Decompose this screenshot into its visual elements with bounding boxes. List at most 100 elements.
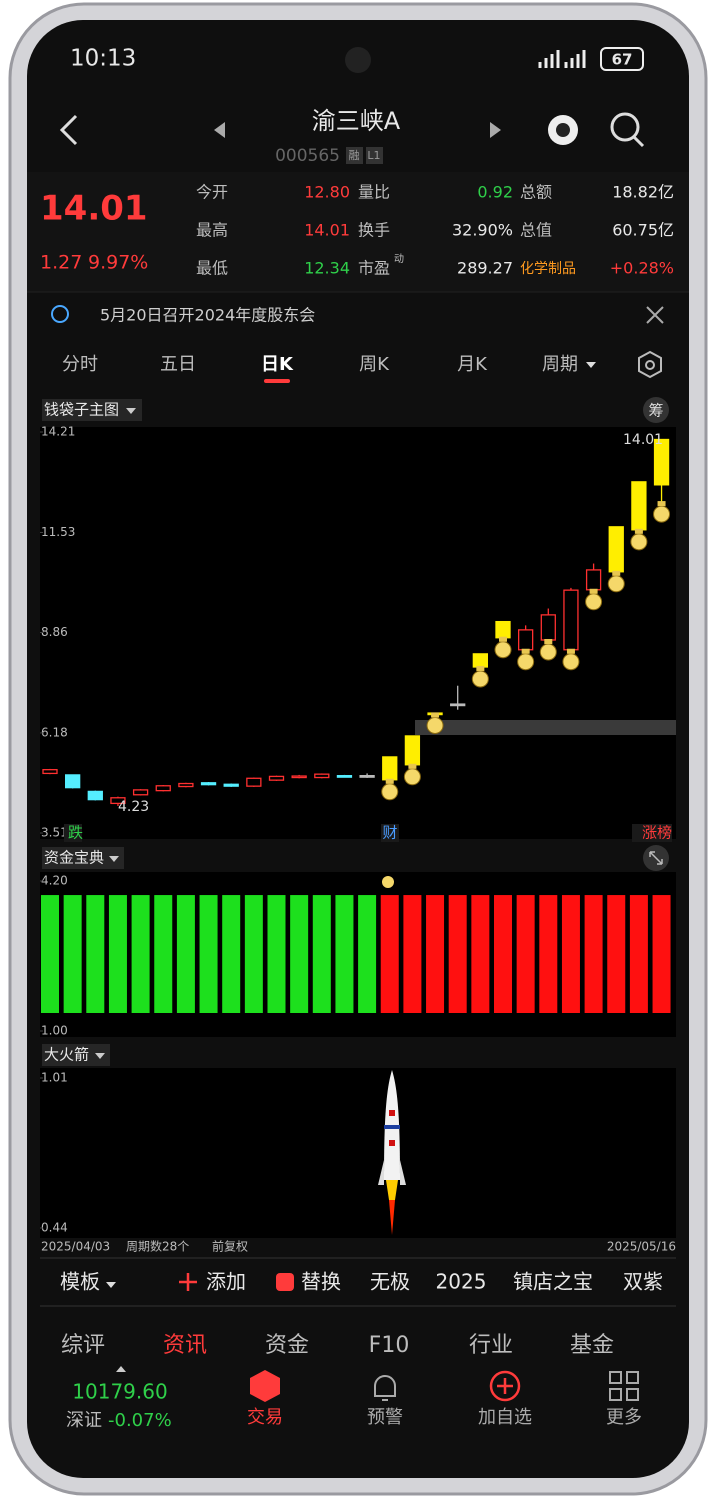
period-tab[interactable]: 周期 bbox=[542, 354, 578, 375]
info-tab[interactable]: 资金 bbox=[265, 1333, 309, 1358]
replace-icon[interactable] bbox=[276, 1273, 294, 1291]
change: 1.27 bbox=[40, 252, 82, 274]
bag-icon bbox=[499, 636, 507, 642]
nav-item[interactable]: 交易 bbox=[247, 1407, 283, 1428]
candle-body bbox=[87, 790, 103, 801]
bag-icon bbox=[634, 528, 643, 534]
info-tab[interactable]: 基金 bbox=[570, 1333, 614, 1358]
index-value: 10179.60 bbox=[72, 1380, 167, 1404]
settings-icon[interactable] bbox=[638, 350, 662, 379]
caret bbox=[116, 1366, 126, 1372]
field-value: 18.82亿 bbox=[612, 183, 674, 202]
candle-body bbox=[110, 797, 126, 805]
nav-item[interactable]: 更多 bbox=[606, 1407, 642, 1428]
toolbar-item[interactable]: 双紫 bbox=[623, 1270, 663, 1294]
field-label: 量比 bbox=[358, 183, 390, 202]
fund-bar bbox=[629, 895, 648, 1013]
battery-icon bbox=[600, 47, 644, 71]
bag-icon bbox=[476, 665, 485, 671]
candle-body bbox=[178, 782, 194, 788]
chip-button[interactable]: 筹 bbox=[648, 402, 663, 420]
next-stock[interactable] bbox=[490, 122, 501, 138]
period-tab[interactable]: 日K bbox=[261, 354, 294, 375]
dropdown-arrow bbox=[95, 1053, 105, 1059]
toolbar-item[interactable]: 替换 bbox=[301, 1270, 341, 1294]
chip-button-bg[interactable] bbox=[643, 397, 669, 423]
notice[interactable]: 5月20日召开2024年度股东会 bbox=[100, 306, 315, 325]
field-label: 今开 bbox=[196, 183, 228, 202]
rocket bbox=[378, 1070, 406, 1235]
bag-icon bbox=[566, 648, 575, 654]
plot-bg bbox=[40, 1068, 676, 1238]
panel-title[interactable]: 大火箭 bbox=[44, 1046, 89, 1064]
y-tick-label: 1.00 bbox=[41, 1024, 68, 1038]
period-tab[interactable]: 分时 bbox=[62, 354, 98, 375]
toolbar-item[interactable]: 模板 bbox=[60, 1270, 100, 1294]
candle-body bbox=[563, 589, 579, 651]
fund-bar bbox=[607, 895, 626, 1013]
trade-icon[interactable] bbox=[250, 1370, 280, 1402]
badge-bg bbox=[346, 147, 363, 164]
nav-item[interactable]: 加自选 bbox=[478, 1407, 532, 1428]
fund-bar bbox=[471, 895, 490, 1013]
y-tick-label: 1.01 bbox=[41, 1071, 68, 1085]
search-icon[interactable] bbox=[610, 112, 640, 142]
add-icon[interactable] bbox=[179, 1273, 197, 1291]
info-tab[interactable]: 综评 bbox=[61, 1333, 105, 1358]
field-value: 14.01 bbox=[304, 221, 350, 240]
dropdown-arrow bbox=[109, 856, 119, 862]
fund-bar bbox=[222, 895, 241, 1013]
fund-bar bbox=[41, 895, 59, 1013]
fund-bar bbox=[335, 895, 354, 1013]
field-label: 市盈 bbox=[358, 259, 390, 278]
y-tick-label: 8.86 bbox=[41, 625, 68, 639]
bag-icon bbox=[408, 763, 417, 769]
toolbar-item[interactable]: 添加 bbox=[206, 1270, 246, 1294]
info-tab[interactable]: 行业 bbox=[469, 1333, 513, 1358]
fund-bar bbox=[312, 895, 331, 1013]
field-label: 总额 bbox=[520, 183, 552, 202]
period-tab[interactable]: 月K bbox=[457, 354, 488, 375]
period-tab[interactable]: 周K bbox=[359, 354, 390, 375]
info-tab[interactable]: 资讯 bbox=[163, 1333, 207, 1358]
y-tick-label: 4.20 bbox=[41, 874, 68, 888]
panel-title[interactable]: 资金宝典 bbox=[44, 849, 104, 867]
bag-icon bbox=[426, 716, 444, 734]
panel-title[interactable]: 钱袋子主图 bbox=[44, 401, 119, 419]
nav-item[interactable]: 预警 bbox=[367, 1407, 403, 1428]
field-value: 32.90% bbox=[452, 221, 513, 240]
quote-bg bbox=[27, 172, 689, 292]
toolbar-item[interactable]: 无极 bbox=[370, 1270, 410, 1294]
signal-marker: 财 bbox=[382, 824, 397, 842]
band bbox=[415, 720, 676, 735]
fund-bar bbox=[267, 895, 286, 1013]
bag-icon bbox=[585, 593, 603, 611]
bag-icon bbox=[539, 643, 557, 661]
toolbar-item[interactable]: 2025 bbox=[436, 1270, 487, 1294]
high-label: 14.01 bbox=[623, 432, 663, 448]
panel-label-bg bbox=[42, 399, 142, 421]
add-watch-icon[interactable] bbox=[489, 1370, 521, 1402]
bag-icon bbox=[517, 653, 535, 671]
marker-bg bbox=[64, 824, 82, 842]
close-notice[interactable] bbox=[646, 306, 664, 324]
fund-bar bbox=[244, 895, 263, 1013]
back-button[interactable] bbox=[59, 114, 78, 146]
prev-stock[interactable] bbox=[214, 122, 225, 138]
candle-body bbox=[540, 614, 556, 641]
bag-icon bbox=[653, 505, 671, 523]
toolbar-item[interactable]: 镇店之宝 bbox=[513, 1270, 593, 1294]
period-tab[interactable]: 五日 bbox=[160, 354, 196, 375]
candle-body bbox=[65, 774, 81, 789]
fund-bar bbox=[539, 895, 558, 1013]
bag-icon bbox=[521, 648, 530, 654]
info-tab[interactable]: F10 bbox=[369, 1333, 410, 1358]
panel-label-bg bbox=[42, 1044, 110, 1066]
more-icon[interactable] bbox=[609, 1371, 639, 1401]
alert-icon[interactable] bbox=[374, 1375, 396, 1401]
fund-bar bbox=[358, 895, 377, 1013]
fund-bar bbox=[108, 895, 127, 1013]
stock-name: 渝三峡A bbox=[312, 107, 401, 135]
candle-body bbox=[291, 775, 307, 779]
candle-body bbox=[608, 526, 624, 573]
